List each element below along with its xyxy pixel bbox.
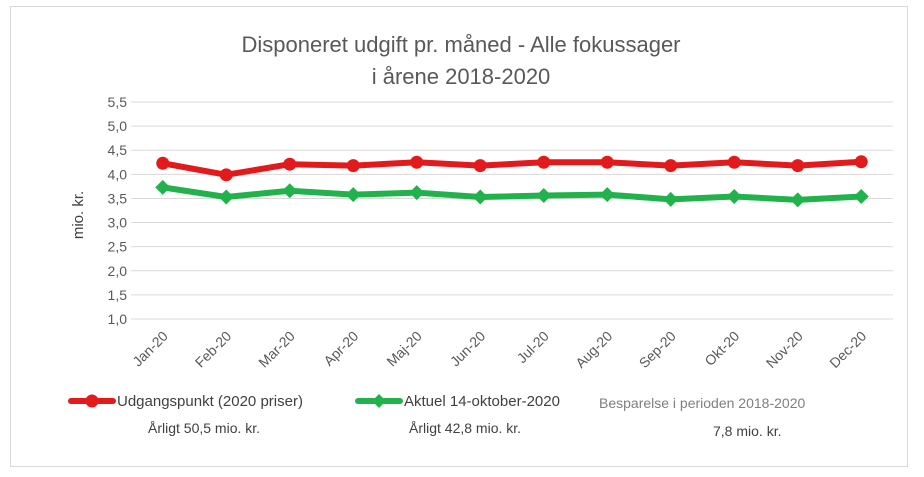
data-point — [473, 159, 487, 173]
series-1 — [155, 179, 869, 208]
data-point — [663, 191, 679, 207]
y-tick-label: 4,0 — [108, 166, 128, 182]
savings-value: 7,8 mio. kr. — [713, 423, 781, 439]
x-axis-ticks: Jan-20 Feb-20 Mar-20 Apr-20 Maj-20 Jun-20 Jul-… — [129, 328, 869, 371]
y-tick-label: 5,5 — [108, 94, 128, 110]
data-point — [219, 168, 233, 182]
x-tick-label: Apr-20 — [320, 328, 361, 369]
data-point — [726, 189, 742, 205]
data-point — [537, 155, 551, 169]
data-point — [282, 183, 298, 199]
y-tick-label: 3,0 — [108, 215, 128, 231]
data-point — [156, 156, 170, 170]
data-point — [854, 155, 868, 169]
legend-label-udgangspunkt: Udgangspunkt (2020 priser) — [117, 393, 303, 410]
data-point — [346, 159, 360, 173]
data-point — [853, 189, 869, 205]
y-tick-label: 4,5 — [108, 142, 128, 158]
x-tick-label: Okt-20 — [701, 328, 742, 369]
annual-note-aktuel: Årligt 42,8 mio. kr. — [409, 420, 521, 436]
x-tick-label: Sep-20 — [636, 328, 679, 371]
legend-item-udgangspunkt: Udgangspunkt (2020 priser) — [68, 393, 303, 410]
data-point — [599, 187, 615, 203]
data-point — [345, 187, 361, 203]
x-tick-label: Jun-20 — [447, 328, 489, 370]
data-point — [218, 189, 234, 205]
x-tick-label: Maj-20 — [383, 328, 425, 370]
x-tick-label: Dec-20 — [826, 328, 869, 371]
x-tick-label: Jul-20 — [514, 328, 552, 366]
series-0 — [156, 155, 868, 182]
x-tick-label: Aug-20 — [572, 328, 615, 371]
legend-marker-aktuel — [372, 394, 386, 408]
chart-title-line-2: i årene 2018-2020 — [372, 64, 551, 89]
legend-label-aktuel: Aktuel 14-oktober-2020 — [404, 393, 560, 410]
y-tick-label: 2,5 — [108, 239, 128, 255]
legend-item-aktuel: Aktuel 14-oktober-2020 — [355, 393, 560, 410]
data-point — [600, 155, 614, 169]
y-axis-label: mio. kr. — [70, 191, 87, 239]
data-point — [155, 179, 171, 195]
data-point — [664, 159, 678, 173]
series-line-0 — [159, 158, 865, 178]
x-tick-label: Jan-20 — [129, 328, 171, 370]
data-point — [727, 155, 741, 169]
y-tick-label: 3,5 — [108, 190, 128, 206]
data-point — [409, 185, 425, 201]
chart-title-line-1: Disponeret udgift pr. måned - Alle fokus… — [241, 32, 680, 57]
x-tick-label: Nov-20 — [763, 328, 806, 371]
x-tick-label: Feb-20 — [192, 328, 235, 371]
data-point — [472, 189, 488, 205]
y-axis-ticks: 1,0 1,5 2,0 2,5 3,0 3,5 4,0 4,5 5,0 5,5 — [108, 94, 128, 327]
savings-label: Besparelse i perioden 2018-2020 — [599, 395, 805, 411]
gridlines — [131, 101, 893, 320]
data-point — [536, 188, 552, 204]
series-line-1 — [159, 184, 865, 203]
legend: Udgangspunkt (2020 priser) Aktuel 14-okt… — [68, 393, 805, 439]
x-tick-label: Mar-20 — [255, 328, 298, 371]
data-point — [283, 157, 297, 171]
chart-frame: Disponeret udgift pr. måned - Alle fokus… — [10, 6, 908, 467]
series-group — [155, 155, 869, 208]
data-point — [410, 155, 424, 169]
y-tick-label: 1,0 — [108, 311, 128, 327]
y-tick-label: 5,0 — [108, 118, 128, 134]
data-point — [791, 159, 805, 173]
y-tick-label: 1,5 — [108, 287, 128, 303]
line-chart: Disponeret udgift pr. måned - Alle fokus… — [68, 32, 893, 439]
data-point — [790, 192, 806, 208]
y-tick-label: 2,0 — [108, 263, 128, 279]
annual-note-udgangspunkt: Årligt 50,5 mio. kr. — [148, 420, 260, 436]
legend-marker-udgangspunkt — [85, 394, 99, 408]
